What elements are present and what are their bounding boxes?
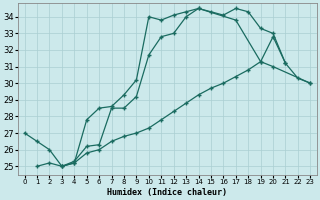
X-axis label: Humidex (Indice chaleur): Humidex (Indice chaleur) (108, 188, 228, 197)
